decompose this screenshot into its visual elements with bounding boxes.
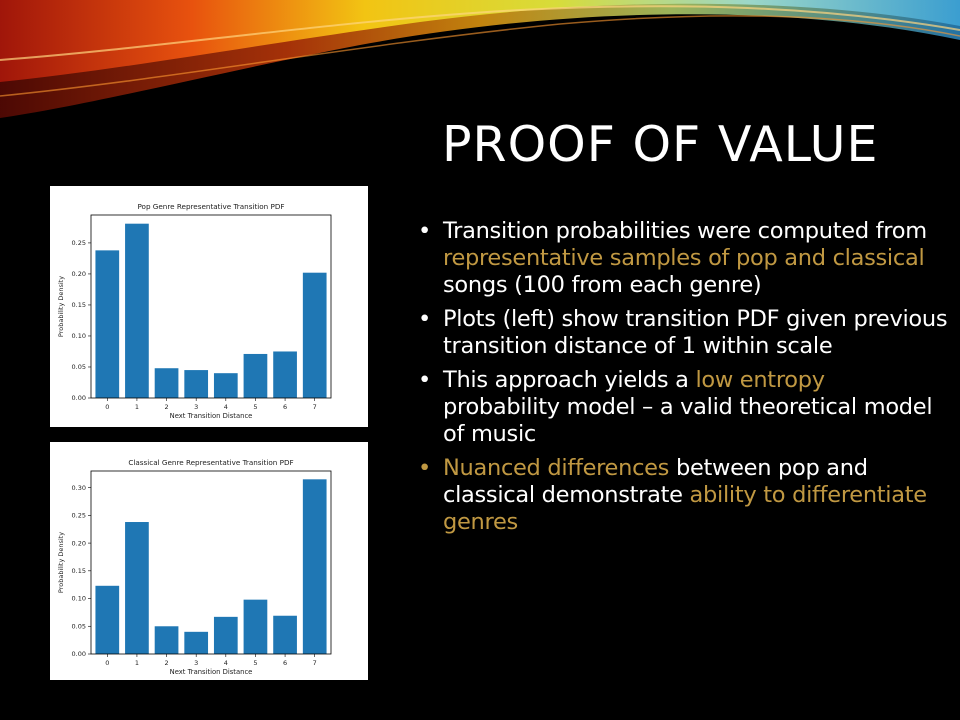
plot-frame — [90, 214, 332, 399]
y-tick-label: 0.05 — [72, 622, 86, 630]
bullet-text: probability model – a valid theoretical … — [443, 394, 933, 447]
y-axis-label: Probability Density — [57, 532, 65, 593]
bullet-item: Plots (left) show transition PDF given p… — [418, 306, 948, 360]
y-tick-label: 0.10 — [72, 595, 86, 603]
bar — [154, 368, 179, 398]
x-tick-label: 6 — [283, 659, 287, 667]
pop-transition-chart: Pop Genre Representative Transition PDF 0… — [50, 186, 368, 427]
y-tick-label: 0.00 — [72, 650, 86, 658]
bullet-highlight-text: representative samples of pop and classi… — [443, 245, 925, 271]
bullet-text: between pop and classical demonstrate — [443, 455, 868, 508]
bullet-item: Transition probabilities were computed f… — [418, 218, 948, 299]
classical-transition-chart: Classical Genre Representative Transitio… — [50, 442, 368, 680]
x-tick-label: 7 — [313, 659, 317, 667]
x-tick-label: 7 — [313, 403, 317, 411]
bullet-highlight-text: low entropy — [695, 367, 825, 393]
x-tick-label: 4 — [224, 403, 228, 411]
bar — [95, 250, 120, 398]
y-tick-label: 0.20 — [72, 539, 86, 547]
decorative-swoosh — [0, 0, 960, 118]
x-tick-label: 4 — [224, 659, 228, 667]
x-tick-label: 3 — [194, 659, 198, 667]
y-axis-label: Probability Density — [57, 276, 65, 337]
x-tick-label: 5 — [253, 659, 257, 667]
y-tick-label: 0.00 — [72, 394, 86, 402]
bar — [213, 373, 238, 398]
bar — [125, 223, 149, 398]
y-tick-label: 0.15 — [72, 301, 86, 309]
y-tick-label: 0.05 — [72, 363, 86, 371]
bullet-text: This approach yields a — [443, 367, 696, 393]
x-axis-label: Next Transition Distance — [170, 412, 253, 420]
bar — [243, 599, 268, 654]
x-tick-label: 3 — [194, 403, 198, 411]
bullet-list: Transition probabilities were computed f… — [418, 218, 948, 543]
y-tick-label: 0.30 — [72, 484, 86, 492]
bullet-item: Nuanced differences between pop and clas… — [418, 455, 948, 536]
slide-title: PROOF OF VALUE — [442, 116, 879, 173]
bar — [273, 615, 297, 654]
x-tick-label: 5 — [253, 403, 257, 411]
y-tick-label: 0.25 — [72, 239, 86, 247]
bullet-highlight-text: Nuanced differences — [443, 455, 670, 481]
x-axis-label: Next Transition Distance — [170, 668, 253, 676]
bullet-item: This approach yields a low entropy proba… — [418, 367, 948, 448]
y-tick-label: 0.10 — [72, 332, 86, 340]
y-tick-label: 0.25 — [72, 512, 86, 520]
bar — [95, 585, 120, 654]
bar — [302, 272, 327, 398]
bar — [184, 631, 209, 654]
bar — [302, 479, 327, 654]
bullet-text: Transition probabilities were computed f… — [443, 218, 927, 244]
bullet-highlight-text: ability to differentiate genres — [443, 482, 927, 535]
x-tick-label: 0 — [105, 659, 109, 667]
bar — [154, 626, 179, 654]
bar — [243, 353, 268, 398]
bullet-text: Plots (left) show transition PDF given p… — [443, 306, 948, 359]
plot-frame — [90, 470, 332, 655]
bar — [184, 370, 209, 398]
pop-chart-svg: Pop Genre Representative Transition PDF 0… — [57, 202, 332, 420]
x-tick-label: 6 — [283, 403, 287, 411]
bullet-text: songs (100 from each genre) — [443, 272, 762, 298]
bar — [213, 616, 238, 654]
chart-title: Pop Genre Representative Transition PDF — [137, 202, 284, 211]
x-tick-label: 2 — [164, 403, 168, 411]
chart-title: Classical Genre Representative Transitio… — [128, 458, 293, 467]
x-tick-label: 1 — [135, 403, 139, 411]
y-tick-label: 0.15 — [72, 567, 86, 575]
bar — [125, 522, 149, 654]
x-tick-label: 2 — [164, 659, 168, 667]
classical-chart-svg: Classical Genre Representative Transitio… — [57, 458, 332, 676]
y-tick-label: 0.20 — [72, 270, 86, 278]
x-tick-label: 0 — [105, 403, 109, 411]
x-tick-label: 1 — [135, 659, 139, 667]
bar — [273, 351, 297, 398]
